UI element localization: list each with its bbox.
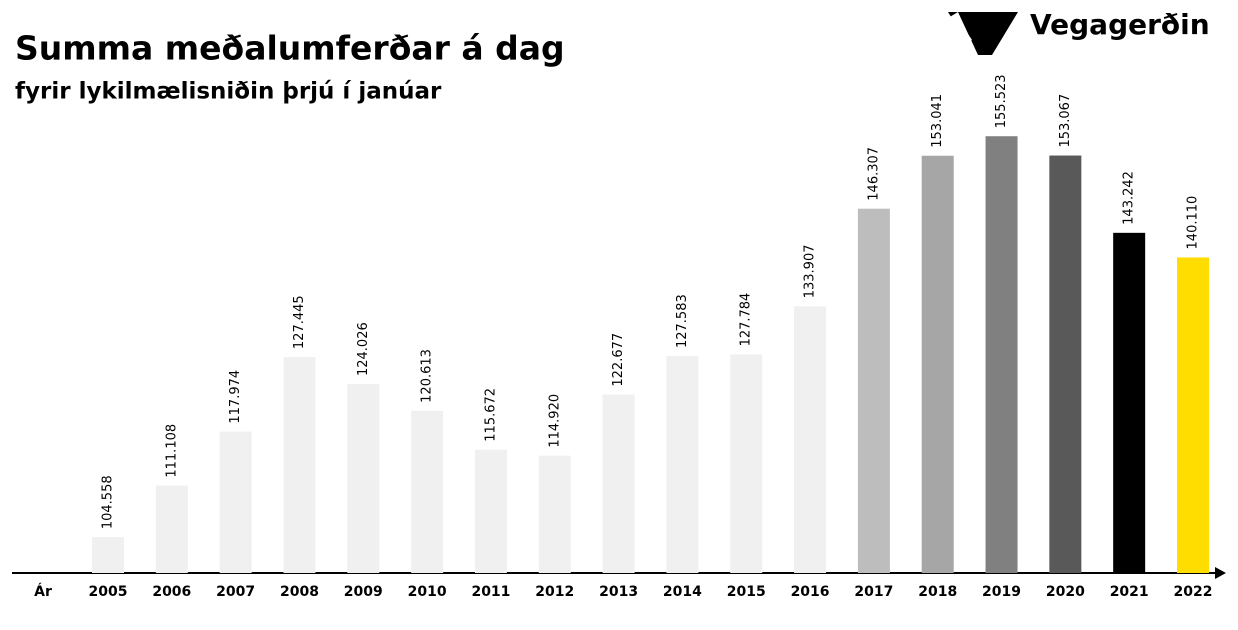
bar [602,394,635,573]
x-tick-label: 2007 [216,584,255,600]
x-tick-label: 2014 [663,584,702,600]
x-tick-label: 2018 [918,584,957,600]
value-label: 111.108 [164,424,179,478]
x-tick-label: 2012 [535,584,574,600]
value-label: 146.307 [866,147,881,201]
bar [538,455,571,573]
x-tick-label: 2021 [1110,584,1149,600]
value-label: 155.523 [994,74,1009,128]
bar [857,208,890,573]
x-tick-label: 2017 [854,584,893,600]
bar [155,485,188,573]
value-label: 133.907 [803,244,818,298]
bar [1049,155,1082,573]
x-tick-label: 2019 [982,584,1021,600]
logo-text: Vegagerðin [1030,8,1210,41]
value-label: 122.677 [611,333,626,387]
x-tick-label: 2022 [1174,584,1213,600]
x-tick-label: 2015 [727,584,766,600]
bar [219,431,252,573]
chart-subtitle: fyrir lykilmælisniðin þrjú í janúar [15,79,442,105]
value-label: 127.445 [292,295,307,349]
value-label: 153.041 [930,94,945,148]
x-axis-label: Ár [34,583,52,600]
bar [347,383,380,573]
value-label: 127.784 [739,293,754,347]
axis-arrow [1215,567,1226,579]
bar [474,449,507,573]
x-tick-label: 2011 [471,584,510,600]
chart-title: Summa meðalumferðar á dag [15,29,565,68]
bar [921,155,954,573]
bar [794,306,827,573]
x-tick-label: 2010 [408,584,447,600]
value-label: 117.974 [228,370,243,424]
value-label: 127.583 [675,294,690,348]
bar [730,354,763,573]
value-label: 114.920 [547,394,562,448]
value-label: 124.026 [356,322,371,376]
bar [411,410,444,573]
x-tick-label: 2016 [791,584,830,600]
x-tick-label: 2008 [280,584,319,600]
x-tick-label: 2009 [344,584,383,600]
logo-icon [948,12,1018,55]
value-label: 153.067 [1058,94,1073,148]
x-tick-label: 2013 [599,584,638,600]
value-label: 104.558 [101,475,116,529]
bar [92,537,124,573]
value-label: 140.110 [1186,196,1201,250]
value-label: 120.613 [420,349,435,403]
bar [1177,257,1209,573]
x-tick-label: 2005 [89,584,128,600]
value-label: 143.242 [1122,171,1137,225]
bar [283,357,316,573]
bar [666,356,699,573]
x-tick-label: 2006 [152,584,191,600]
value-label: 115.672 [483,388,498,442]
x-tick-label: 2020 [1046,584,1085,600]
bar [985,136,1018,574]
bar [1113,232,1146,574]
